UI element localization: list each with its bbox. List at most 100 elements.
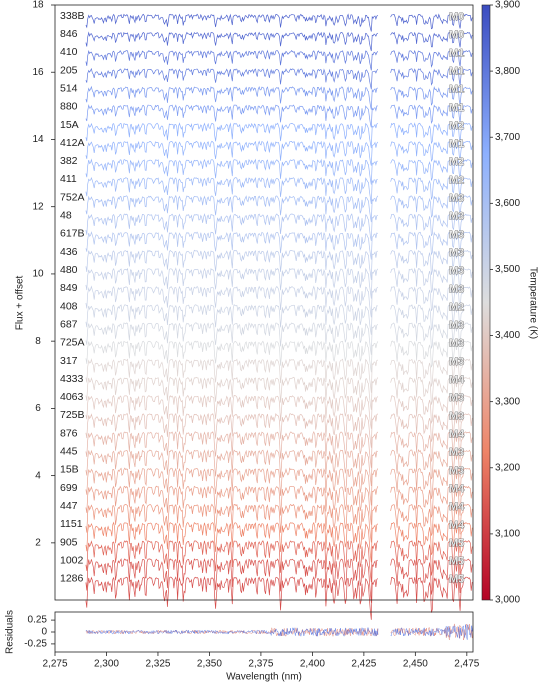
star-label: 699 bbox=[60, 482, 78, 494]
spectrum bbox=[85, 158, 473, 185]
spectral-type: M3 bbox=[449, 229, 464, 241]
spectral-type: M5 bbox=[449, 574, 464, 586]
spectral-type: M1 bbox=[449, 65, 464, 77]
star-label: 317 bbox=[60, 355, 78, 367]
spectral-type: M2 bbox=[449, 174, 464, 186]
residual-trace bbox=[85, 624, 474, 640]
spectrum bbox=[85, 430, 473, 468]
spectral-type: M3 bbox=[449, 320, 464, 332]
spectrum bbox=[85, 521, 473, 563]
spectral-type: M5 bbox=[449, 556, 464, 568]
star-label: 447 bbox=[60, 500, 78, 512]
star-label: 514 bbox=[60, 82, 78, 94]
residual-y-tick-label: 0 bbox=[41, 627, 47, 638]
spectrum bbox=[85, 575, 473, 620]
y-tick-label: 10 bbox=[32, 269, 44, 280]
spectral-type: M4 bbox=[449, 483, 465, 495]
y-tick-label: 12 bbox=[32, 201, 44, 212]
spectral-type: M4 bbox=[449, 501, 465, 513]
y-tick-label: 8 bbox=[35, 336, 41, 347]
x-tick-label: 2,350 bbox=[197, 659, 222, 670]
y-tick-label: 16 bbox=[32, 67, 44, 78]
star-label: 880 bbox=[60, 101, 78, 113]
spectrum bbox=[85, 13, 473, 32]
star-label: 905 bbox=[60, 536, 78, 548]
spectrum bbox=[85, 340, 473, 373]
spectral-type: M3 bbox=[449, 265, 464, 277]
x-axis-label: Wavelength (nm) bbox=[226, 672, 302, 683]
spectral-type: M3 bbox=[449, 338, 464, 350]
spectral-type: M3 bbox=[449, 193, 464, 205]
star-label: 4063 bbox=[60, 391, 84, 403]
star-label: 445 bbox=[60, 446, 78, 458]
star-label: 48 bbox=[60, 210, 72, 222]
spectrum bbox=[85, 213, 473, 241]
spectrum bbox=[85, 122, 473, 149]
spectral-type: M3 bbox=[449, 465, 464, 477]
spectrum bbox=[85, 558, 473, 603]
spectral-type: M1 bbox=[449, 138, 464, 150]
x-tick-label: 2,300 bbox=[94, 659, 119, 670]
spectrum bbox=[85, 394, 473, 429]
spectrum bbox=[85, 176, 473, 205]
spectrum bbox=[85, 231, 473, 260]
spectral-type: M5 bbox=[449, 537, 464, 549]
spectrum bbox=[85, 31, 473, 52]
x-tick-label: 2,425 bbox=[351, 659, 376, 670]
spectral-type: M3 bbox=[449, 211, 464, 223]
colorbar-tick-label: 3,200 bbox=[495, 462, 520, 473]
star-label: 1286 bbox=[60, 573, 84, 585]
spectral-type: M0 bbox=[449, 11, 464, 23]
y-axis-label: Flux + offset bbox=[15, 276, 26, 331]
star-label: 849 bbox=[60, 282, 78, 294]
star-label: 725A bbox=[60, 337, 85, 349]
spectrum bbox=[85, 485, 473, 525]
spectral-type: M3 bbox=[449, 283, 464, 295]
spectral-type: M4 bbox=[449, 374, 465, 386]
star-label: 4333 bbox=[60, 373, 84, 385]
spectrum bbox=[85, 448, 473, 487]
spectrum bbox=[85, 539, 473, 583]
x-tick-label: 2,275 bbox=[42, 659, 67, 670]
star-label: 617B bbox=[60, 228, 85, 240]
spectrum bbox=[85, 358, 473, 393]
y-tick-label: 18 bbox=[32, 0, 44, 11]
star-label: 436 bbox=[60, 246, 78, 258]
colorbar-tick-label: 3,900 bbox=[495, 0, 520, 11]
spectral-type: M4 bbox=[449, 428, 465, 440]
residuals-label: Residuals bbox=[5, 610, 16, 654]
colorbar-tick-label: 3,500 bbox=[495, 264, 520, 275]
colorbar-tick-label: 3,800 bbox=[495, 66, 520, 77]
star-label: 876 bbox=[60, 427, 78, 439]
x-tick-label: 2,375 bbox=[248, 659, 273, 670]
spectral-type: M2 bbox=[449, 156, 464, 168]
star-label: 15A bbox=[60, 119, 79, 131]
spectrum bbox=[85, 104, 473, 128]
spectrum bbox=[85, 322, 473, 355]
star-label: 410 bbox=[60, 46, 78, 58]
star-label: 687 bbox=[60, 318, 78, 330]
star-label: 1002 bbox=[60, 554, 84, 566]
y-tick-label: 14 bbox=[32, 134, 44, 145]
spectrum bbox=[85, 467, 473, 506]
spectral-type: M3 bbox=[449, 356, 464, 368]
star-label: 480 bbox=[60, 264, 78, 276]
spectrum bbox=[85, 194, 473, 223]
spectral-type: M4 bbox=[449, 519, 465, 531]
y-tick-label: 4 bbox=[35, 470, 41, 481]
spectrum bbox=[85, 67, 473, 90]
star-label: 338B bbox=[60, 10, 85, 22]
residual-panel bbox=[85, 623, 474, 641]
colorbar-tick-label: 3,300 bbox=[495, 396, 520, 407]
star-label: 752A bbox=[60, 191, 85, 203]
star-label: 1151 bbox=[60, 518, 83, 530]
colorbar-tick-label: 3,600 bbox=[495, 198, 520, 209]
spectrum bbox=[85, 85, 473, 110]
plot-frame bbox=[54, 4, 474, 601]
spectral-type: M1 bbox=[449, 102, 464, 114]
colorbar-tick-label: 3,000 bbox=[495, 595, 520, 606]
spectral-type: M3 bbox=[449, 410, 464, 422]
y-tick-label: 6 bbox=[35, 403, 41, 414]
star-label: 408 bbox=[60, 300, 78, 312]
spectrum bbox=[85, 304, 473, 335]
